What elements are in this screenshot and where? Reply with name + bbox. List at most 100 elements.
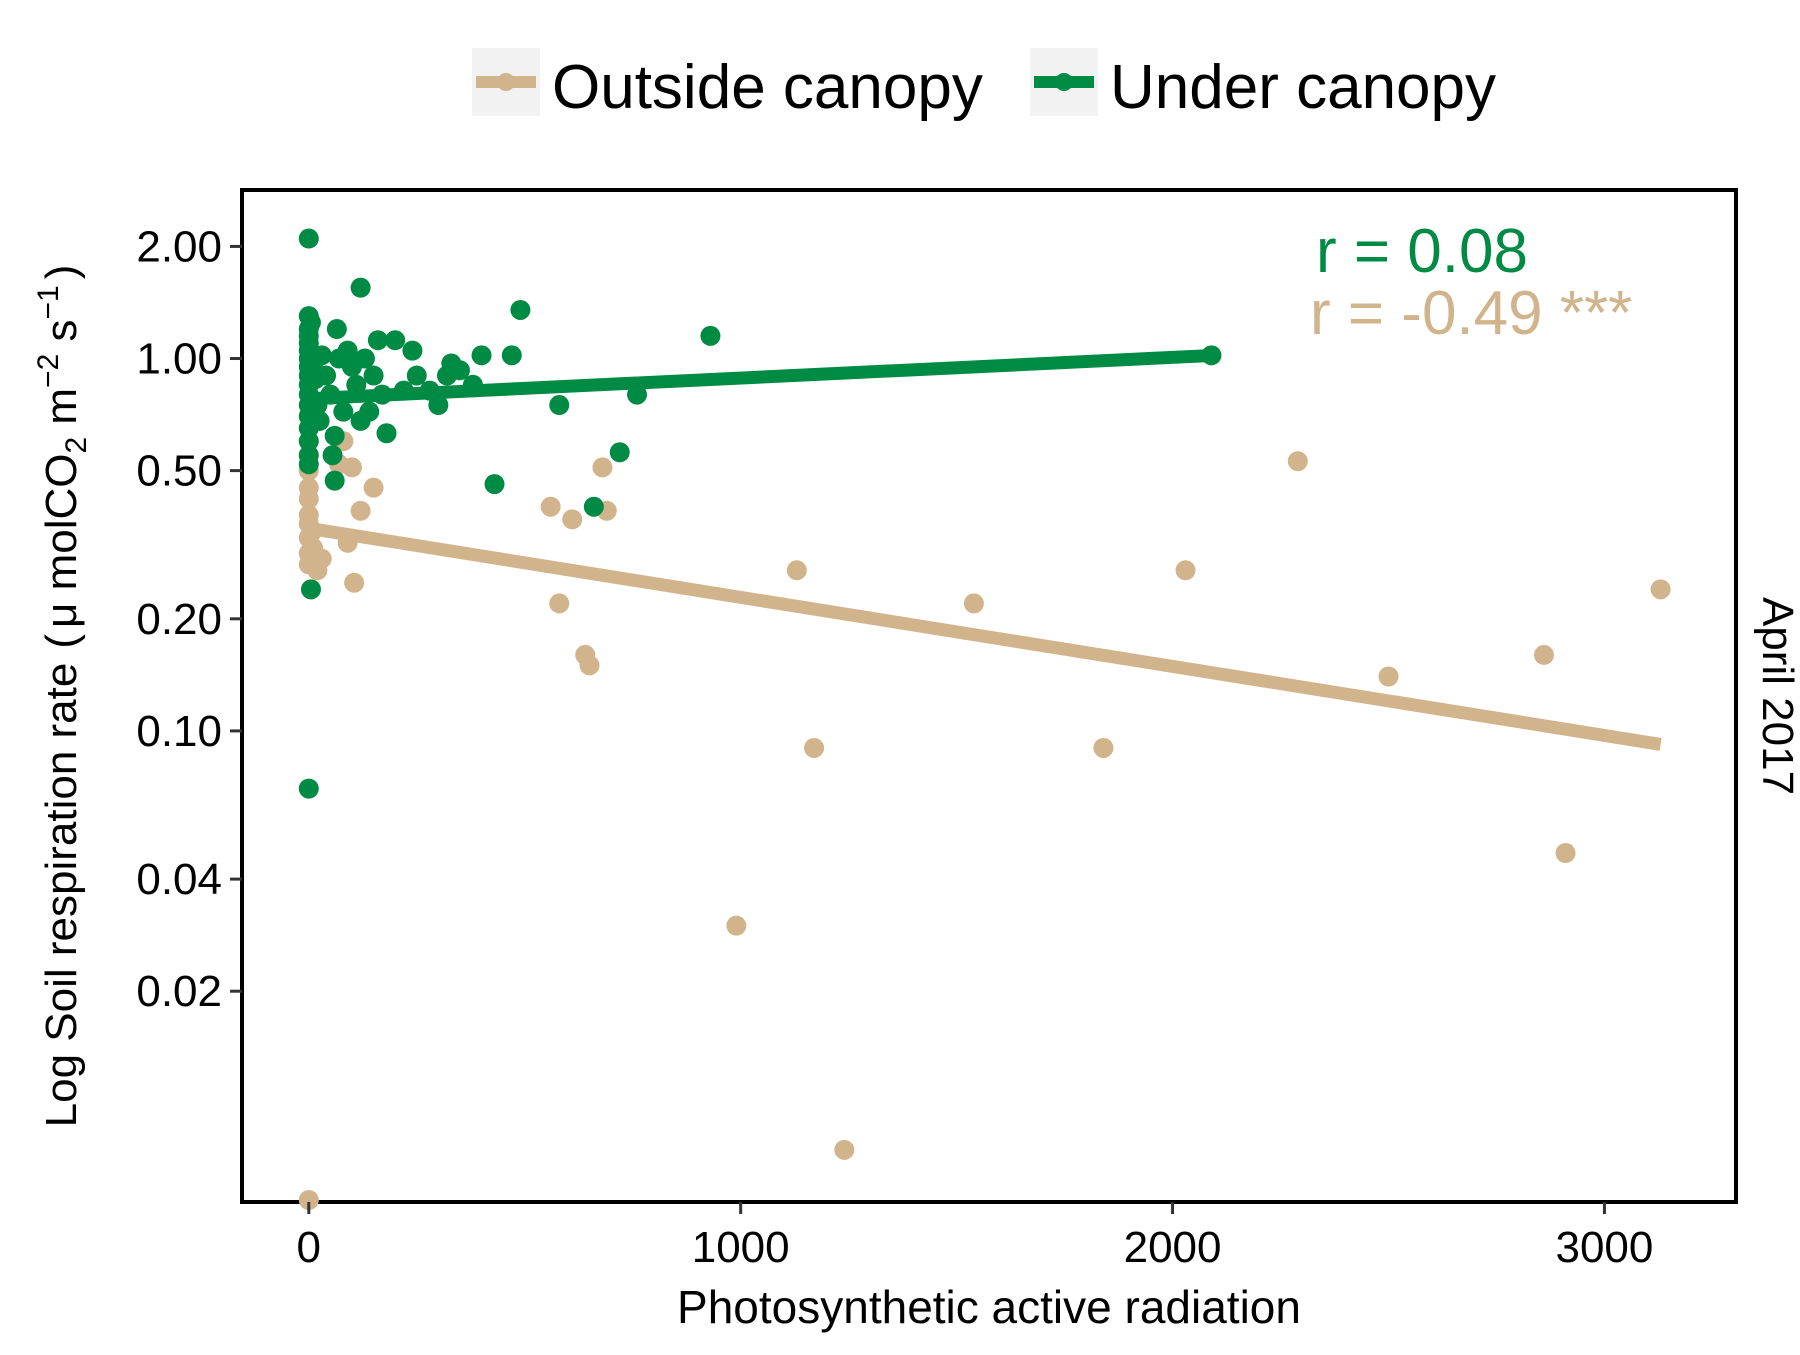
y-tick-label: 0.50	[136, 447, 222, 496]
point-outside-canopy	[549, 593, 570, 614]
point-outside-canopy	[1093, 737, 1114, 758]
y-axis-unit-mu: μ	[37, 603, 86, 628]
point-under-canopy	[609, 442, 630, 463]
point-under-canopy	[471, 345, 492, 366]
point-under-canopy	[337, 340, 358, 361]
point-outside-canopy	[579, 655, 600, 676]
point-under-canopy	[510, 299, 531, 320]
point-under-canopy	[300, 579, 321, 600]
point-under-canopy	[300, 312, 321, 333]
point-outside-canopy	[1175, 560, 1196, 581]
point-outside-canopy	[804, 737, 825, 758]
y-tick-label: 2.00	[136, 222, 222, 271]
point-under-canopy	[298, 228, 319, 249]
point-under-canopy	[298, 431, 319, 452]
point-under-canopy	[484, 474, 505, 495]
point-outside-canopy	[1650, 579, 1671, 600]
fit-lines	[307, 348, 1662, 751]
point-under-canopy	[309, 410, 330, 431]
y-tick-label: 0.04	[136, 855, 222, 904]
point-outside-canopy	[1287, 451, 1308, 472]
point-under-canopy	[393, 380, 414, 401]
point-under-canopy	[627, 384, 648, 405]
data-points	[298, 228, 1671, 1210]
point-outside-canopy	[344, 572, 365, 593]
legend-dot-outside-canopy	[497, 73, 515, 91]
y-tick-label: 0.20	[136, 595, 222, 644]
point-under-canopy	[311, 345, 332, 366]
point-outside-canopy	[562, 509, 583, 530]
fit-line-outside-canopy	[307, 521, 1662, 751]
point-under-canopy	[406, 365, 427, 386]
point-under-canopy	[320, 384, 341, 405]
point-under-canopy	[324, 425, 345, 446]
point-outside-canopy	[363, 477, 384, 498]
plot-panel	[240, 188, 1738, 1204]
point-under-canopy	[316, 365, 337, 386]
point-under-canopy	[1201, 345, 1222, 366]
annotation-under-canopy: r = 0.08	[1316, 217, 1528, 286]
legend: Outside canopy Under canopy	[472, 48, 1496, 122]
x-tick-label: 0	[297, 1223, 321, 1272]
point-under-canopy	[322, 445, 343, 466]
point-outside-canopy	[963, 593, 984, 614]
y-axis-unit-close: )	[37, 265, 86, 280]
point-under-canopy	[385, 330, 406, 351]
point-outside-canopy	[726, 915, 747, 936]
point-under-canopy	[367, 330, 388, 351]
x-tick-label: 3000	[1555, 1223, 1653, 1272]
legend-label-outside-canopy: Outside canopy	[552, 53, 983, 122]
point-outside-canopy	[298, 543, 319, 564]
point-under-canopy	[549, 395, 570, 416]
point-under-canopy	[419, 380, 440, 401]
point-under-canopy	[333, 401, 354, 422]
y-tick-label: 0.10	[136, 707, 222, 756]
x-axis: 0 1000 2000 3000	[297, 1202, 1653, 1272]
point-under-canopy	[372, 384, 393, 405]
point-under-canopy	[326, 319, 347, 340]
point-under-canopy	[501, 345, 522, 366]
point-under-canopy	[583, 496, 604, 517]
point-under-canopy	[376, 423, 397, 444]
y-axis-unit-sub: 2	[60, 437, 93, 454]
y-axis-unit-s: s	[37, 319, 86, 353]
legend-dot-under-canopy	[1055, 73, 1073, 91]
point-outside-canopy	[1533, 644, 1554, 665]
x-tick-label: 2000	[1124, 1223, 1222, 1272]
y-axis-unit-base: molCO	[37, 454, 86, 603]
y-axis: 0.02 0.04 0.10 0.20 0.50 1.00 2.00	[136, 222, 242, 1016]
y-axis-title: Log Soil respiration rate (μ molCO2 m−2 s…	[32, 265, 93, 1128]
point-outside-canopy	[834, 1139, 855, 1160]
point-under-canopy	[324, 470, 345, 491]
point-outside-canopy	[786, 560, 807, 581]
annotation-outside-canopy: r = -0.49 ***	[1310, 279, 1632, 348]
facet-label: April 2017	[1753, 597, 1800, 795]
point-outside-canopy	[350, 500, 371, 521]
point-outside-canopy	[298, 1190, 319, 1210]
point-under-canopy	[298, 778, 319, 799]
y-tick-label: 0.02	[136, 967, 222, 1016]
y-tick-label: 1.00	[136, 335, 222, 384]
point-under-canopy	[428, 395, 449, 416]
point-under-canopy	[298, 454, 319, 475]
x-tick-label: 1000	[692, 1223, 790, 1272]
x-axis-title: Photosynthetic active radiation	[677, 1281, 1301, 1333]
point-under-canopy	[350, 277, 371, 298]
y-axis-unit-m: m	[37, 388, 86, 437]
point-under-canopy	[359, 401, 380, 422]
point-outside-canopy	[592, 457, 613, 478]
fit-line-under-canopy	[308, 348, 1217, 406]
point-outside-canopy	[300, 522, 321, 543]
y-axis-unit-s-exp: −1	[32, 285, 65, 319]
point-under-canopy	[449, 360, 470, 381]
point-outside-canopy	[540, 496, 561, 517]
point-under-canopy	[700, 325, 721, 346]
point-under-canopy	[354, 348, 375, 369]
legend-label-under-canopy: Under canopy	[1110, 53, 1496, 122]
point-outside-canopy	[298, 477, 319, 498]
y-axis-unit-open: (	[37, 634, 86, 649]
point-under-canopy	[363, 365, 384, 386]
point-outside-canopy	[337, 532, 358, 553]
